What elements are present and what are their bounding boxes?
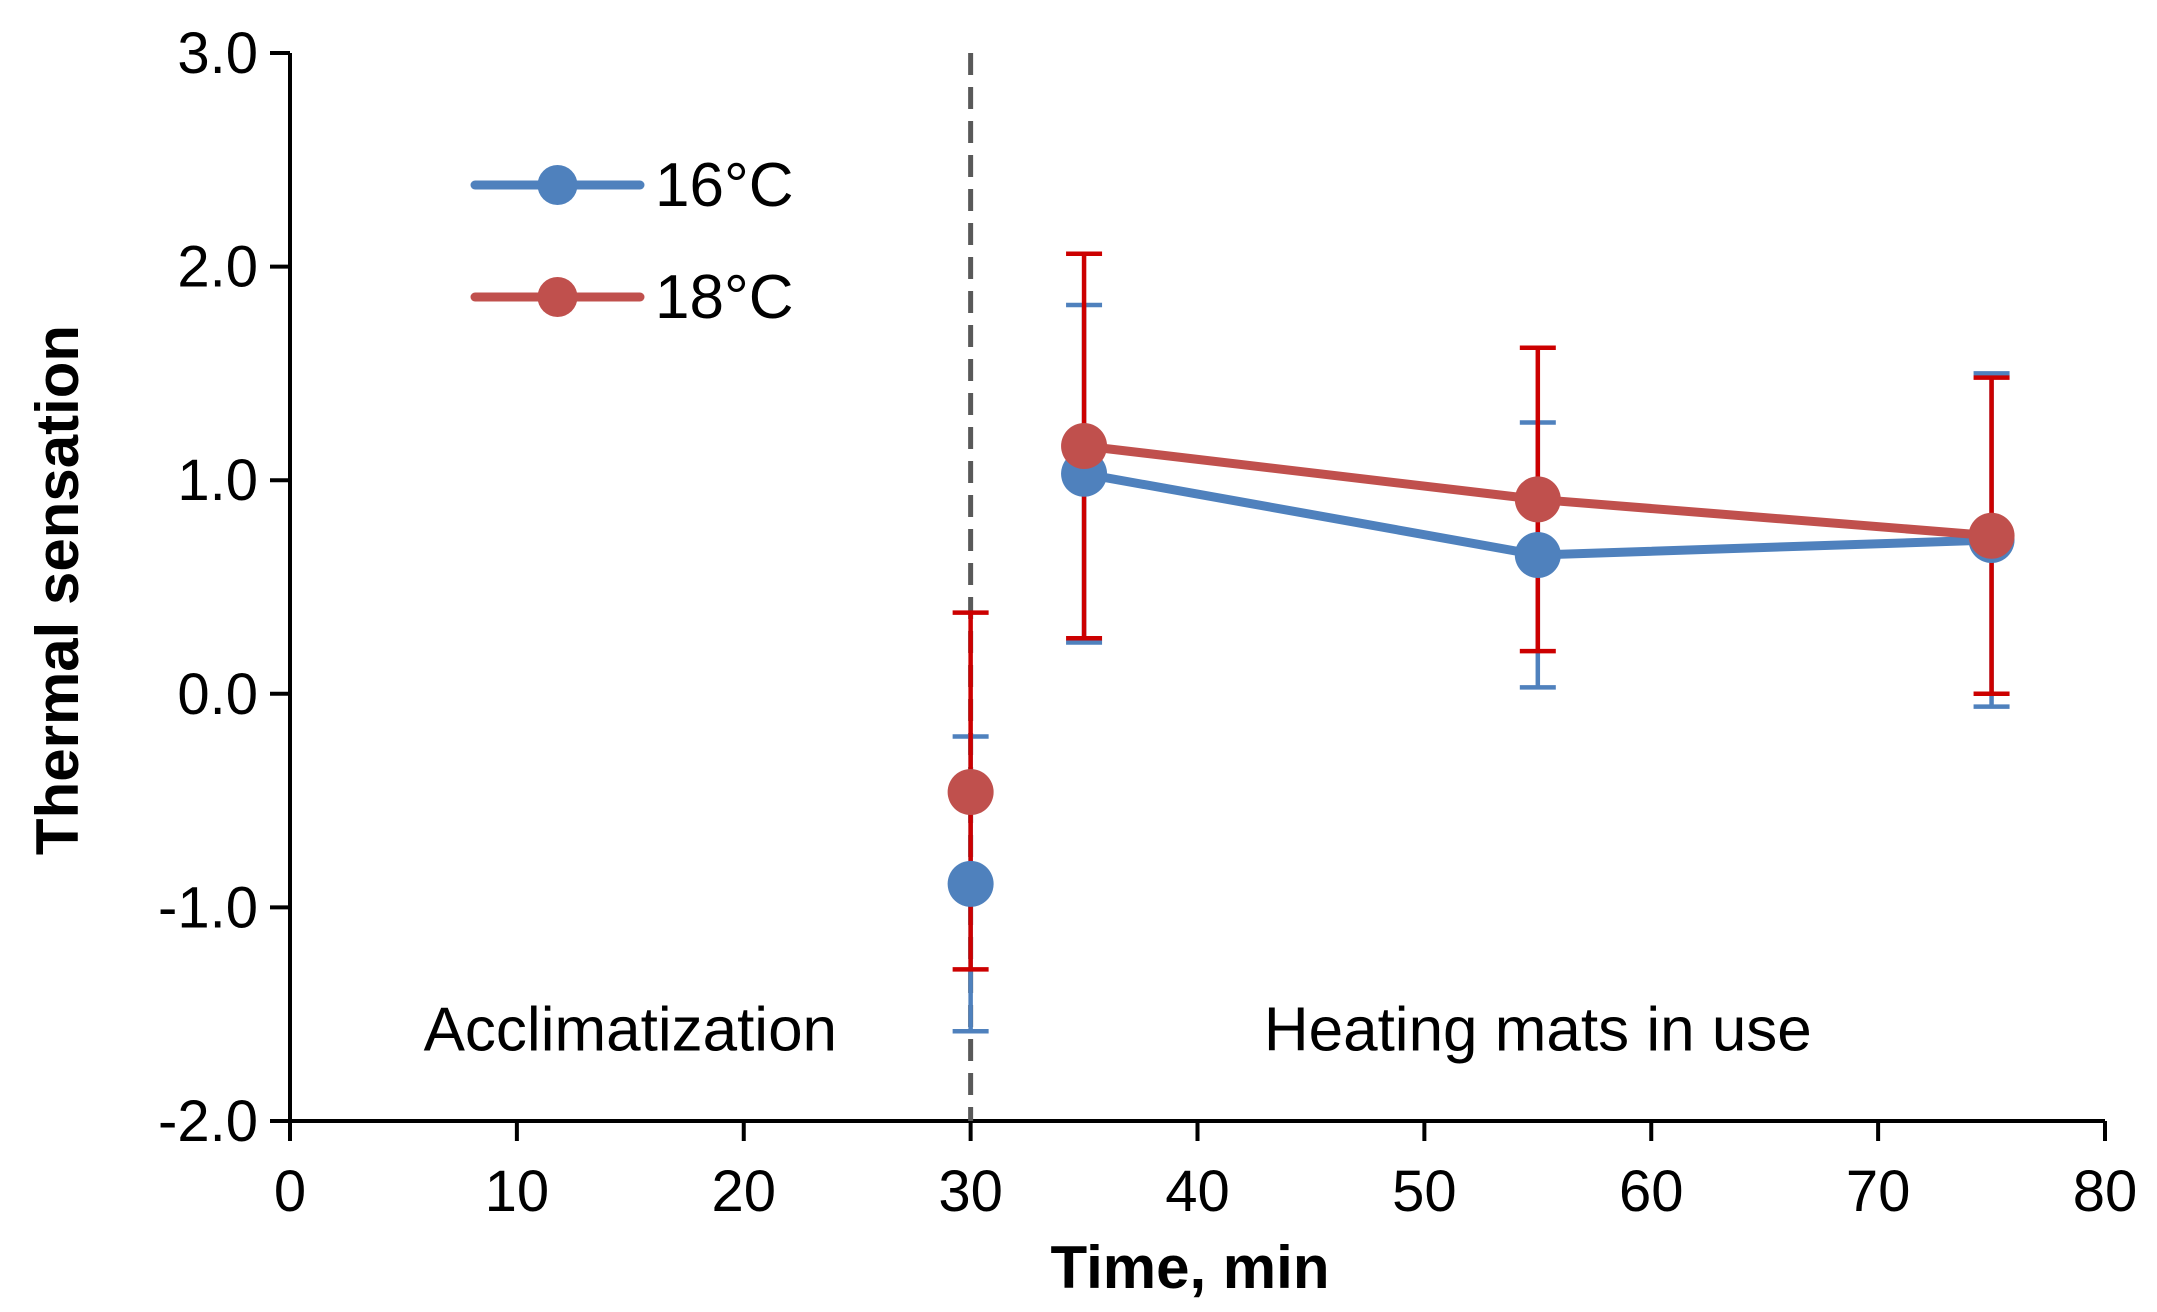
x-tick-label: 30 bbox=[938, 1159, 1003, 1224]
annotations: Acclimatization Heating mats in use bbox=[424, 996, 1812, 1065]
y-tick-label: 2.0 bbox=[177, 235, 258, 300]
legend: 16°C 18°C bbox=[470, 151, 794, 332]
legend-marker bbox=[537, 277, 578, 317]
y-tick-label: -2.0 bbox=[158, 1089, 258, 1154]
x-tick-label: 70 bbox=[1846, 1159, 1911, 1224]
data-point bbox=[947, 860, 994, 907]
y-tick-label: 1.0 bbox=[177, 448, 258, 513]
x-axis-title: Time, min bbox=[1051, 1234, 1330, 1301]
annotation-heating-mats: Heating mats in use bbox=[1264, 996, 1812, 1065]
data-point bbox=[1514, 476, 1561, 523]
series-layer bbox=[947, 423, 2015, 907]
x-tick-label: 0 bbox=[274, 1159, 306, 1224]
legend-label: 18°C bbox=[655, 263, 794, 332]
x-tick-label: 20 bbox=[711, 1159, 776, 1224]
legend-label: 16°C bbox=[655, 151, 794, 220]
x-tick-label: 10 bbox=[485, 1159, 550, 1224]
data-point bbox=[1968, 512, 2015, 559]
data-point bbox=[1514, 531, 1561, 578]
x-tick-label: 80 bbox=[2073, 1159, 2138, 1224]
y-tick-label: 3.0 bbox=[177, 21, 258, 86]
data-point bbox=[1061, 423, 1108, 470]
annotation-acclimatization: Acclimatization bbox=[424, 996, 837, 1065]
legend-marker bbox=[537, 165, 578, 205]
y-tick-label: -1.0 bbox=[158, 875, 258, 940]
y-tick-label: 0.0 bbox=[177, 662, 258, 727]
axes: -2.0 -1.0 0.0 1.0 2.0 3.0 0 10 20 30 40 50 60 70 80 bbox=[158, 21, 2137, 1224]
y-axis-title: Thermal sensation bbox=[24, 325, 91, 855]
error-bars bbox=[952, 251, 2010, 1034]
x-tick-label: 60 bbox=[1619, 1159, 1684, 1224]
x-tick-label: 40 bbox=[1165, 1159, 1230, 1224]
x-tick-label: 50 bbox=[1392, 1159, 1457, 1224]
data-point bbox=[947, 769, 994, 816]
